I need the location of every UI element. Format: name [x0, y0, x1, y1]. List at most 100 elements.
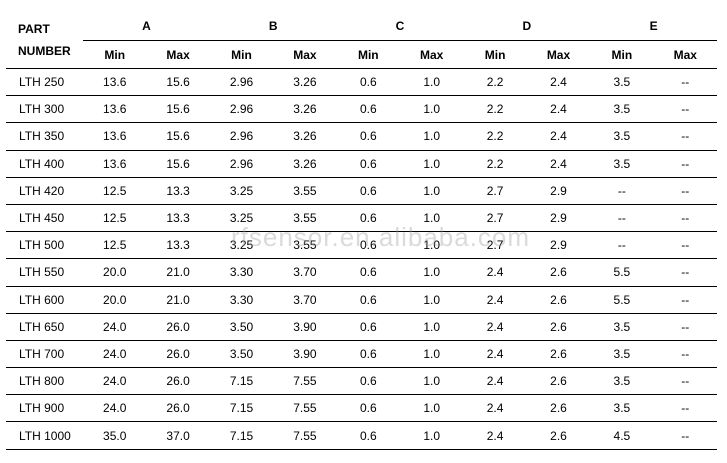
value-cell: 3.5 [590, 122, 654, 151]
header-group-row: PART NUMBER A B C D E [6, 12, 717, 69]
value-cell: 3.5 [590, 367, 654, 396]
dimension-spec-table: PART NUMBER A B C D E Min Max Min Max Mi… [6, 12, 717, 450]
value-cell: 26.0 [146, 394, 210, 423]
value-cell: 20.0 [83, 286, 147, 314]
value-cell: 1.0 [399, 122, 464, 151]
value-cell: 3.25 [209, 177, 274, 205]
value-cell: 3.5 [590, 150, 654, 178]
value-cell: -- [653, 150, 717, 178]
value-cell: 24.0 [83, 313, 147, 341]
table-row: LTH 700 24.0 26.0 3.50 3.90 0.6 1.0 2.4 2.6 3.5 -- [6, 340, 717, 369]
table-row: LTH 250 13.6 15.6 2.96 3.26 0.6 1.0 2.2 2.4 3.5 -- [6, 68, 717, 97]
value-cell: 2.2 [463, 68, 527, 97]
min-header: Min [463, 40, 527, 69]
value-cell: 2.96 [209, 150, 274, 178]
value-cell: 35.0 [83, 421, 147, 450]
value-cell: 7.55 [273, 394, 337, 423]
table-row: LTH 450 12.5 13.3 3.25 3.55 0.6 1.0 2.7 2.9 -- -- [6, 204, 717, 233]
value-cell: 2.2 [463, 95, 527, 124]
table-row: LTH 300 13.6 15.6 2.96 3.26 0.6 1.0 2.2 2.4 3.5 -- [6, 95, 717, 124]
value-cell: 13.6 [83, 122, 147, 151]
value-cell: 13.6 [83, 68, 147, 97]
value-cell: -- [653, 177, 717, 205]
value-cell: 2.2 [463, 150, 527, 178]
value-cell: 2.2 [463, 122, 527, 151]
value-cell: 1.0 [399, 367, 464, 396]
value-cell: 0.6 [336, 68, 400, 97]
table-row: LTH 350 13.6 15.6 2.96 3.26 0.6 1.0 2.2 2.4 3.5 -- [6, 122, 717, 151]
value-cell: 24.0 [83, 394, 147, 423]
value-cell: 2.96 [209, 68, 274, 97]
value-cell: 3.55 [273, 204, 337, 233]
value-cell: 21.0 [146, 258, 210, 287]
value-cell: 7.15 [209, 394, 274, 423]
value-cell: -- [590, 204, 654, 233]
value-cell: 3.25 [209, 231, 274, 260]
value-cell: 2.4 [463, 286, 527, 314]
value-cell: 0.6 [336, 340, 400, 369]
value-cell: 2.7 [463, 204, 527, 233]
value-cell: 0.6 [336, 313, 400, 341]
value-cell: 2.4 [463, 421, 527, 450]
max-header: Max [653, 40, 717, 69]
value-cell: 3.50 [209, 340, 274, 369]
value-cell: 24.0 [83, 340, 147, 369]
header-minmax-row: Min Max Min Max Min Max Min Max Min Max [6, 40, 717, 69]
value-cell: 12.5 [83, 204, 147, 233]
value-cell: 2.96 [209, 95, 274, 124]
table-body: LTH 250 13.6 15.6 2.96 3.26 0.6 1.0 2.2 2.4 3.5 --… [6, 68, 717, 450]
value-cell: 5.5 [590, 286, 654, 314]
value-cell: 3.5 [590, 95, 654, 124]
value-cell: 2.4 [463, 340, 527, 369]
part-number-header-line2: NUMBER [18, 44, 71, 58]
value-cell: 2.6 [526, 286, 591, 314]
value-cell: 3.26 [273, 150, 337, 178]
value-cell: 3.55 [273, 177, 337, 205]
value-cell: 26.0 [146, 367, 210, 396]
max-header: Max [146, 40, 210, 69]
table-row: LTH 650 24.0 26.0 3.50 3.90 0.6 1.0 2.4 2.6 3.5 -- [6, 313, 717, 341]
value-cell: 0.6 [336, 177, 400, 205]
spec-table-container: PART NUMBER A B C D E Min Max Min Max Mi… [6, 12, 717, 450]
min-header: Min [336, 40, 400, 69]
value-cell: 3.5 [590, 313, 654, 341]
value-cell: -- [653, 394, 717, 423]
value-cell: 3.70 [273, 258, 337, 287]
value-cell: 0.6 [336, 122, 400, 151]
part-number-cell: LTH 350 [6, 122, 83, 151]
value-cell: 1.0 [399, 95, 464, 124]
value-cell: 2.4 [526, 68, 591, 97]
table-row: LTH 420 12.5 13.3 3.25 3.55 0.6 1.0 2.7 2.9 -- -- [6, 177, 717, 205]
value-cell: -- [653, 340, 717, 369]
table-row: LTH 550 20.0 21.0 3.30 3.70 0.6 1.0 2.4 2.6 5.5 -- [6, 258, 717, 287]
table-row: LTH 800 24.0 26.0 7.15 7.55 0.6 1.0 2.4 2.6 3.5 -- [6, 367, 717, 396]
value-cell: 0.6 [336, 394, 400, 423]
value-cell: 2.9 [526, 177, 591, 205]
group-header-d: D [463, 12, 591, 41]
value-cell: 2.6 [526, 421, 591, 450]
table-row: LTH 900 24.0 26.0 7.15 7.55 0.6 1.0 2.4 2.6 3.5 -- [6, 394, 717, 423]
value-cell: -- [653, 258, 717, 287]
part-number-cell: LTH 550 [6, 258, 83, 287]
value-cell: 2.4 [526, 150, 591, 178]
group-header-c: C [336, 12, 464, 41]
value-cell: 0.6 [336, 286, 400, 314]
value-cell: 0.6 [336, 367, 400, 396]
value-cell: -- [653, 68, 717, 97]
min-header: Min [590, 40, 654, 69]
part-number-cell: LTH 800 [6, 367, 83, 396]
part-number-cell: LTH 450 [6, 204, 83, 233]
part-number-cell: LTH 900 [6, 394, 83, 423]
value-cell: 1.0 [399, 286, 464, 314]
value-cell: 3.30 [209, 258, 274, 287]
value-cell: 0.6 [336, 150, 400, 178]
value-cell: 26.0 [146, 340, 210, 369]
value-cell: 2.9 [526, 231, 591, 260]
value-cell: 2.96 [209, 122, 274, 151]
value-cell: 2.6 [526, 394, 591, 423]
group-header-e: E [590, 12, 717, 41]
value-cell: -- [653, 95, 717, 124]
value-cell: 0.6 [336, 421, 400, 450]
part-number-cell: LTH 500 [6, 231, 83, 260]
value-cell: 3.26 [273, 68, 337, 97]
